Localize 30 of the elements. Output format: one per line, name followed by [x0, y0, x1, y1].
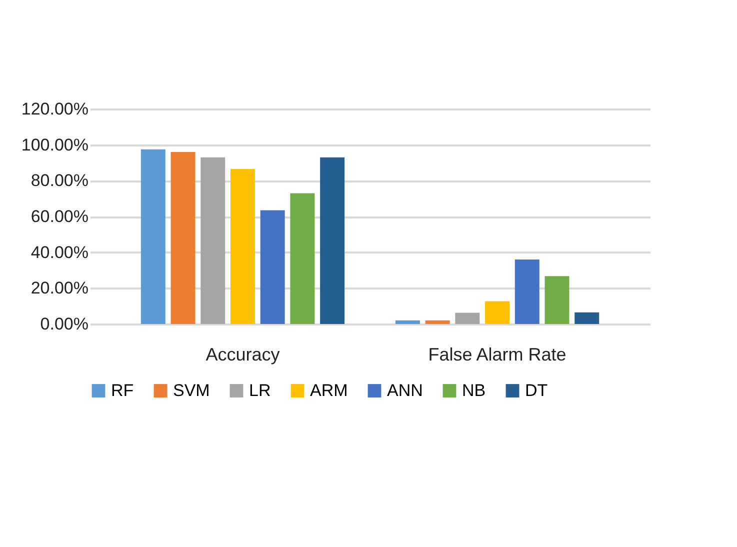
bar: [170, 152, 196, 324]
bar: [425, 320, 450, 324]
x-tick-label: False Alarm Rate: [428, 344, 566, 364]
bar: [260, 210, 285, 324]
bar: [455, 312, 480, 324]
legend-label: ARM: [310, 380, 348, 400]
legend-label: NB: [462, 380, 486, 400]
y-tick-label: 120.00%: [21, 100, 88, 118]
y-tick-label: 20.00%: [30, 278, 88, 298]
bar: [574, 312, 600, 324]
x-tick-label: Accuracy: [206, 344, 280, 364]
y-tick-label: 0.00%: [40, 314, 88, 334]
bar: [140, 149, 166, 324]
y-tick-label: 100.00%: [21, 135, 88, 154]
bar: [485, 301, 510, 324]
y-tick-label: 60.00%: [30, 207, 88, 226]
bar: [320, 157, 345, 324]
legend-label: SVM: [173, 380, 210, 400]
legend-label: LR: [249, 380, 271, 400]
y-tick-label: 40.00%: [30, 242, 88, 262]
bar: [544, 276, 570, 324]
legend-label: RF: [111, 380, 134, 400]
bar: [230, 169, 255, 324]
legend-label: ANN: [387, 380, 423, 400]
bar: [290, 193, 315, 324]
legend-label: DT: [525, 380, 548, 400]
bar: [514, 260, 540, 324]
bar: [395, 320, 420, 324]
bar: [200, 157, 226, 324]
y-tick-label: 80.00%: [30, 171, 88, 190]
